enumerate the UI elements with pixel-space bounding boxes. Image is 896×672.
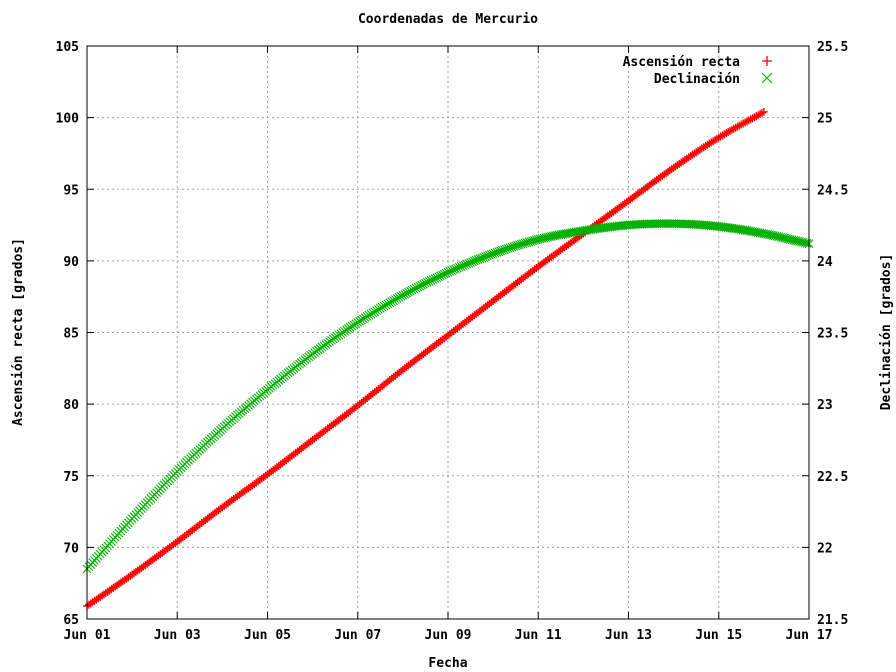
- y-axis-title: Ascensión recta [grados]: [11, 238, 26, 426]
- y-tick-label: 65: [63, 613, 79, 628]
- y2-axis-title: Declinación [grados]: [879, 254, 894, 411]
- y-tick-label: 90: [63, 255, 79, 270]
- y2-tick-label: 23: [817, 398, 833, 413]
- y-tick-label: 75: [63, 470, 79, 485]
- legend-marker-symbol: [762, 56, 772, 66]
- series-ascension-recta: [83, 107, 768, 611]
- axis-ticks: Jun 01 Jun 03 Jun 05 Jun 07 Jun 09 Jun 11 Jun …: [56, 40, 849, 643]
- x-tick-label: Jun 15: [695, 628, 742, 643]
- x-tick-label: Jun 05: [244, 628, 291, 643]
- x-tick-label: Jun 07: [334, 628, 381, 643]
- y-tick-label: 80: [63, 398, 79, 413]
- y2-tick-label: 22: [817, 541, 833, 556]
- series-declinacion: [82, 219, 814, 574]
- y-tick-label: 85: [63, 327, 79, 342]
- legend: Ascensión recta Declinación: [623, 55, 773, 87]
- data-point: [765, 230, 774, 240]
- series-layer: [82, 107, 814, 611]
- grid: [87, 46, 809, 619]
- y-tick-label: 70: [63, 541, 79, 556]
- data-point: [763, 230, 773, 239]
- legend-label-declinacion: Declinación: [654, 72, 740, 87]
- data-point: [547, 231, 556, 241]
- data-point: [757, 108, 766, 117]
- legend-marker-ascension: [762, 56, 772, 66]
- data-point: [759, 229, 769, 239]
- plot-frame: [86, 45, 810, 620]
- y-tick-label: 95: [63, 183, 79, 198]
- legend-label-ascension: Ascensión recta: [623, 55, 741, 70]
- data-point: [759, 107, 768, 116]
- legend-marker-symbol: [761, 72, 773, 84]
- y2-tick-label: 21.5: [817, 613, 848, 628]
- x-tick-label: Jun 09: [425, 628, 472, 643]
- y-tick-label: 100: [56, 112, 80, 127]
- data-point: [548, 231, 558, 241]
- y2-tick-label: 25.5: [817, 40, 848, 55]
- x-tick-label: Jun 03: [154, 628, 201, 643]
- y2-tick-label: 24: [817, 255, 833, 270]
- chart-title: Coordenadas de Mercurio: [358, 12, 538, 27]
- y2-tick-label: 25: [817, 112, 833, 127]
- data-point: [802, 238, 812, 248]
- data-point: [761, 229, 771, 239]
- y2-tick-label: 24.5: [817, 183, 848, 198]
- x-tick-label: Jun 01: [64, 628, 111, 643]
- legend-marker-declinacion: [761, 72, 773, 84]
- x-tick-label: Jun 17: [786, 628, 833, 643]
- x-axis-title: Fecha: [428, 656, 467, 671]
- data-point: [757, 228, 767, 238]
- x-tick-label: Jun 11: [515, 628, 562, 643]
- y2-tick-label: 22.5: [817, 470, 848, 485]
- y-tick-label: 105: [56, 40, 79, 55]
- y2-tick-label: 23.5: [817, 327, 848, 342]
- x-tick-label: Jun 13: [605, 628, 652, 643]
- data-point: [545, 232, 554, 242]
